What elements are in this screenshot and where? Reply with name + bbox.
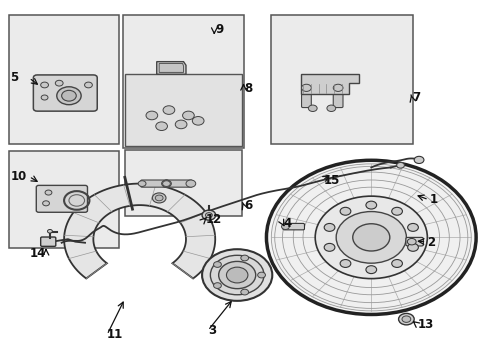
Circle shape	[84, 82, 92, 88]
Circle shape	[301, 84, 311, 91]
FancyBboxPatch shape	[301, 89, 311, 108]
Circle shape	[266, 160, 475, 315]
Bar	[271, 15, 412, 144]
Text: 11: 11	[107, 328, 123, 341]
Circle shape	[152, 193, 165, 203]
Circle shape	[340, 260, 350, 267]
Text: 13: 13	[417, 318, 433, 331]
FancyBboxPatch shape	[141, 180, 167, 187]
Circle shape	[155, 195, 163, 201]
Circle shape	[332, 84, 342, 91]
Circle shape	[240, 289, 248, 295]
Circle shape	[218, 261, 255, 289]
Circle shape	[210, 255, 264, 295]
Circle shape	[192, 117, 203, 125]
Circle shape	[413, 156, 423, 163]
Circle shape	[202, 249, 272, 301]
Circle shape	[182, 111, 194, 120]
Circle shape	[352, 224, 389, 251]
FancyBboxPatch shape	[405, 237, 423, 246]
Text: 5: 5	[10, 71, 19, 84]
Circle shape	[175, 120, 186, 129]
Text: 1: 1	[429, 193, 437, 206]
Circle shape	[185, 180, 195, 187]
Circle shape	[163, 106, 174, 114]
FancyBboxPatch shape	[283, 224, 304, 230]
Text: 14: 14	[30, 247, 46, 260]
Circle shape	[138, 181, 146, 186]
Circle shape	[47, 229, 52, 233]
Polygon shape	[157, 62, 185, 74]
Circle shape	[61, 90, 76, 101]
Circle shape	[42, 201, 49, 206]
Circle shape	[365, 266, 376, 274]
Text: 7: 7	[412, 91, 420, 104]
Circle shape	[407, 238, 415, 245]
Polygon shape	[64, 184, 215, 279]
Bar	[125, 74, 242, 146]
Circle shape	[315, 196, 427, 279]
Circle shape	[391, 260, 402, 267]
Bar	[9, 151, 119, 248]
Circle shape	[41, 95, 48, 100]
Circle shape	[202, 210, 215, 220]
Circle shape	[226, 267, 247, 283]
Circle shape	[324, 243, 334, 251]
Circle shape	[324, 224, 334, 231]
Circle shape	[57, 87, 81, 105]
FancyBboxPatch shape	[41, 237, 56, 246]
FancyBboxPatch shape	[164, 180, 192, 187]
Circle shape	[335, 212, 406, 263]
Circle shape	[407, 224, 418, 231]
FancyBboxPatch shape	[36, 185, 87, 212]
Circle shape	[213, 262, 221, 267]
Circle shape	[45, 190, 52, 195]
FancyBboxPatch shape	[332, 89, 342, 108]
Polygon shape	[300, 74, 358, 94]
Circle shape	[213, 283, 221, 288]
Circle shape	[396, 162, 404, 168]
Circle shape	[240, 255, 248, 261]
Circle shape	[398, 314, 413, 325]
Polygon shape	[159, 63, 183, 72]
Bar	[125, 149, 242, 216]
Circle shape	[156, 122, 167, 131]
Text: 8: 8	[244, 82, 252, 95]
Circle shape	[257, 272, 265, 278]
Text: 6: 6	[244, 199, 252, 212]
Text: 9: 9	[215, 23, 223, 36]
Text: 3: 3	[207, 324, 216, 337]
Circle shape	[365, 201, 376, 209]
Circle shape	[41, 82, 48, 88]
Text: 4: 4	[283, 216, 291, 230]
Circle shape	[271, 164, 470, 311]
Circle shape	[162, 181, 170, 186]
Circle shape	[146, 111, 158, 120]
Bar	[9, 15, 119, 144]
Circle shape	[326, 105, 335, 112]
Circle shape	[391, 207, 402, 215]
Text: 2: 2	[427, 236, 435, 249]
Bar	[122, 15, 244, 148]
Circle shape	[407, 243, 418, 251]
Circle shape	[340, 207, 350, 215]
Circle shape	[205, 213, 212, 218]
Circle shape	[161, 180, 171, 187]
Circle shape	[401, 316, 410, 322]
Text: 12: 12	[205, 213, 221, 226]
Circle shape	[308, 105, 317, 112]
Circle shape	[281, 224, 289, 229]
FancyBboxPatch shape	[33, 75, 97, 111]
Text: 10: 10	[10, 170, 27, 183]
Circle shape	[55, 80, 63, 86]
Text: 15: 15	[323, 174, 339, 186]
